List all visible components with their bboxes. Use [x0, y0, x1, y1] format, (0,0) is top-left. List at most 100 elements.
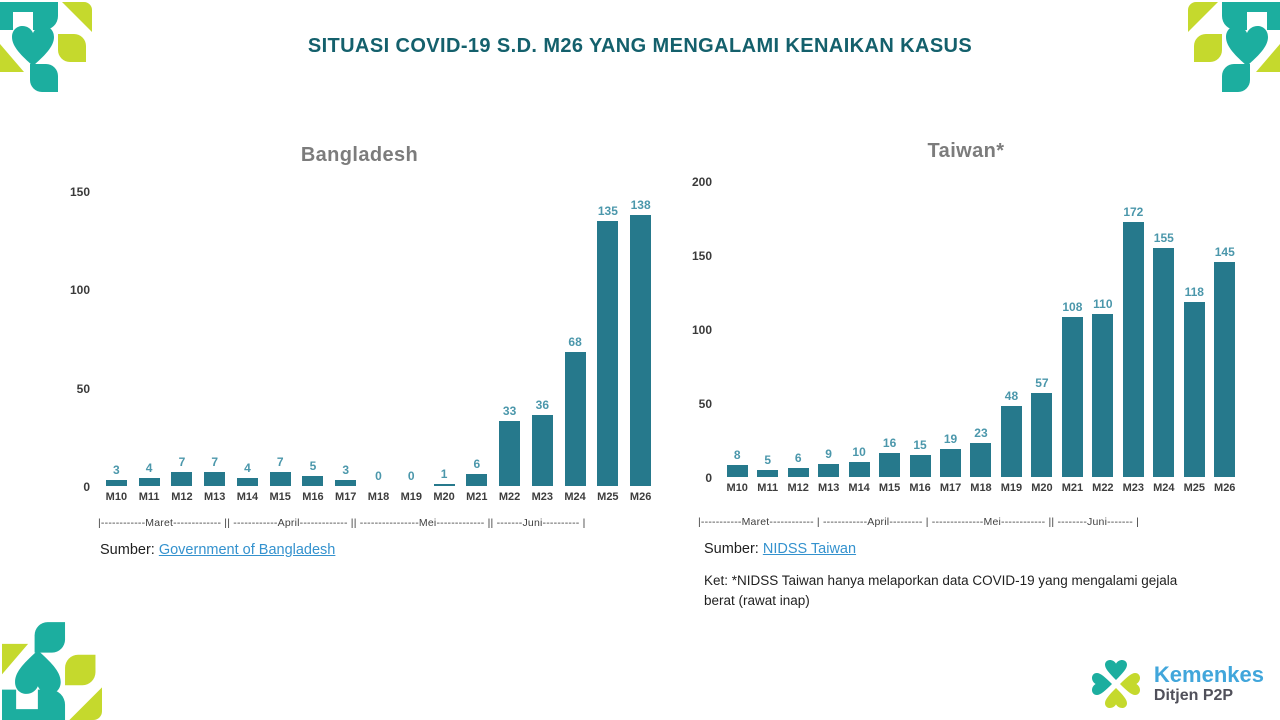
bar-value-label: 16	[882, 436, 897, 451]
y-axis-bangladesh: 0 50 100 150	[62, 185, 100, 494]
bar	[302, 476, 324, 486]
bar	[1183, 302, 1205, 477]
chart-taiwan: Taiwan* 0 50 100 150 200 8 5 6 9 10 16 15 19 23 48 57 1…	[692, 138, 1240, 612]
x-axis-label: M14	[236, 491, 259, 503]
x-axis-label: M16	[302, 491, 324, 503]
x-axis-label: M23	[531, 491, 554, 503]
bar-value-label: 23	[974, 426, 988, 440]
bar	[1000, 406, 1022, 477]
bar-slot: 8	[722, 181, 752, 477]
x-axis-taiwan: M10 M11 M12 M13 M14 M15 M16 M17 M18 M19 M20 M21 M22 M…	[722, 477, 1240, 494]
kemenkes-unit-name: Ditjen P2P	[1153, 687, 1234, 705]
bar-value-label: 6	[794, 451, 802, 466]
bar-slot: 172	[1118, 181, 1148, 477]
x-axis-label: M11	[757, 482, 779, 494]
bar	[787, 468, 809, 477]
bar	[1153, 247, 1175, 477]
bar-slot: 68	[559, 191, 592, 486]
slide-title: SITUASI COVID-19 S.D. M26 YANG MENGALAMI…	[307, 35, 973, 58]
bar-value-label: 5	[764, 452, 772, 467]
bar-slot: 4	[231, 191, 264, 486]
bar-value-label: 36	[535, 398, 550, 413]
bar	[940, 448, 962, 477]
bar-slot: 6	[460, 191, 493, 486]
corner-ornament-top-left-icon	[0, 0, 92, 101]
x-axis-label: M16	[909, 482, 931, 494]
bar	[531, 415, 553, 486]
chart-body: 0 50 100 150 3 4 7 7 4 7 5 3 0 0 1 6 33 36 68 135 138	[62, 185, 657, 494]
x-axis-label: M19	[400, 491, 422, 503]
bar-value-label: 19	[943, 431, 958, 446]
bar-slot: 7	[264, 191, 297, 486]
bar-value-label: 135	[597, 203, 618, 218]
bar-slot: 3	[329, 191, 362, 486]
bar-slot: 15	[905, 181, 935, 477]
chart-bangladesh: Bangladesh 0 50 100 150 3 4 7 7 4 7 5 3 0 0 1 6 33 36 68 1…	[62, 138, 657, 558]
y-axis-tick: 50	[76, 381, 90, 396]
source-link-bangladesh[interactable]: Government of Bangladesh	[158, 542, 336, 558]
bar	[335, 480, 357, 486]
bar-value-label: 6	[473, 457, 481, 472]
kemenkes-clover-icon	[1091, 660, 1140, 708]
y-axis-tick: 100	[69, 283, 90, 298]
bar-value-label: 68	[568, 335, 582, 350]
chart-body: 0 50 100 150 200 8 5 6 9 10 16 15 19 23 48 57 108 110 172…	[691, 175, 1240, 485]
bar	[1092, 314, 1114, 477]
bar-slot: 155	[1149, 181, 1179, 477]
y-axis-tick: 0	[83, 480, 90, 494]
bar	[909, 454, 931, 477]
x-axis-label: M25	[1183, 482, 1205, 494]
bar	[1214, 262, 1236, 477]
bar-value-label: 118	[1184, 285, 1204, 300]
x-axis-label: M17	[939, 482, 962, 494]
kemenkes-logo: Kemenkes Ditjen P2P	[1088, 656, 1264, 712]
bar-value-label: 5	[309, 459, 317, 474]
corner-ornament-bottom-left-icon	[0, 615, 104, 720]
kemenkes-logo-text: Kemenkes Ditjen P2P	[1153, 662, 1264, 705]
y-axis-tick: 200	[691, 175, 712, 189]
bar-slot: 108	[1057, 181, 1087, 477]
y-axis-tick: 0	[705, 471, 712, 485]
x-axis-label: M17	[335, 491, 357, 503]
x-axis-label: M10	[105, 491, 128, 503]
chart-title-taiwan: Taiwan*	[927, 140, 1005, 162]
x-axis-label: M21	[466, 491, 488, 503]
bar-value-label: 145	[1214, 245, 1235, 260]
bar-slot: 36	[526, 191, 559, 486]
x-axis-label: M19	[1000, 482, 1023, 494]
month-axis-annotation-bangladesh: |------------Maret------------- || -----…	[98, 517, 586, 529]
bar-slot: 118	[1179, 181, 1209, 477]
bar-slot: 7	[166, 191, 199, 486]
bar-value-label: 172	[1123, 205, 1144, 220]
bar-slot: 135	[591, 191, 624, 486]
x-axis-label: M18	[367, 491, 390, 503]
bar-value-label: 57	[1035, 375, 1049, 390]
bar-value-label: 7	[211, 455, 219, 470]
bar-slot: 1	[428, 191, 461, 486]
source-link-taiwan[interactable]: NIDSS Taiwan	[762, 541, 857, 557]
bar-slot: 23	[966, 181, 996, 477]
y-axis-tick: 150	[69, 185, 90, 199]
kemenkes-brand-name: Kemenkes	[1153, 662, 1264, 688]
bar	[269, 472, 291, 486]
bar-value-label: 0	[375, 469, 382, 483]
source-label: Sumber:	[704, 541, 759, 557]
bar-value-label: 9	[825, 446, 832, 461]
bar	[105, 480, 127, 486]
x-axis-bangladesh: M10 M11 M12 M13 M14 M15 M16 M17 M18 M19 M20 M21 M22 M…	[100, 486, 657, 503]
bar	[171, 472, 193, 486]
y-axis-tick: 100	[691, 323, 712, 337]
bar	[970, 443, 992, 477]
x-axis-label: M26	[1214, 482, 1236, 494]
bar-value-label: 7	[178, 455, 186, 470]
bar-value-label: 110	[1093, 297, 1113, 312]
bar	[466, 474, 488, 486]
x-axis-label: M11	[138, 491, 160, 503]
bar-slot: 6	[783, 181, 813, 477]
y-axis-taiwan: 0 50 100 150 200	[691, 175, 722, 485]
x-axis-label: M10	[726, 482, 748, 494]
bar-slot: 4	[133, 191, 166, 486]
bar	[204, 472, 226, 486]
taiwan-data-note: Ket: *NIDSS Taiwan hanya melaporkan data…	[704, 573, 1178, 609]
chart-title-bangladesh: Bangladesh	[300, 144, 419, 166]
